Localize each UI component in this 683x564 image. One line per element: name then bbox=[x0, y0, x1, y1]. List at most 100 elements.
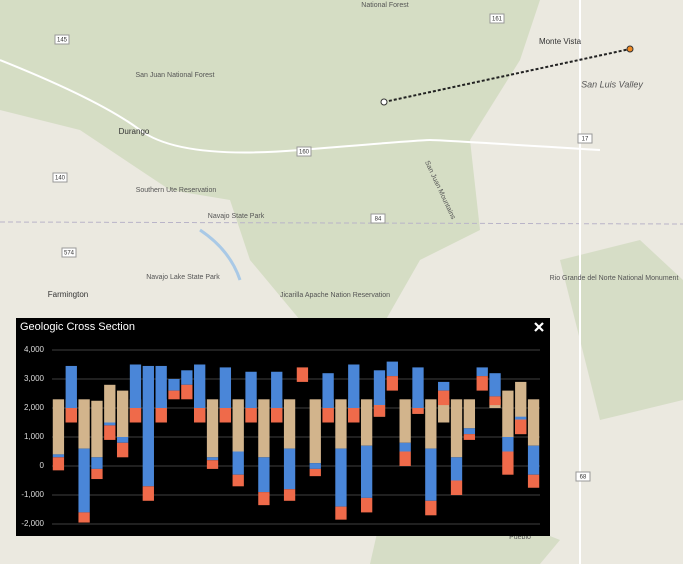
profile-line bbox=[383, 48, 631, 103]
y-tick-label: -1,000 bbox=[21, 490, 44, 499]
bar-segment bbox=[425, 399, 437, 449]
bar-segment bbox=[258, 457, 270, 493]
bar-segment bbox=[438, 381, 450, 391]
bar-segment bbox=[219, 408, 232, 423]
map-label: Farmington bbox=[48, 290, 88, 299]
bar-segment bbox=[527, 445, 540, 475]
bar-segment bbox=[335, 506, 347, 520]
bar-segment bbox=[206, 399, 219, 458]
bar-segment bbox=[116, 437, 129, 443]
bar-segment bbox=[65, 365, 77, 408]
bar-segment bbox=[168, 379, 180, 391]
map-label: Navajo Lake State Park bbox=[146, 274, 220, 281]
shield bbox=[370, 213, 386, 224]
bar-segment bbox=[373, 405, 386, 417]
bar-segment bbox=[65, 408, 77, 423]
shields: 145 160 161 140 574 84 17 68 bbox=[52, 13, 593, 482]
shield bbox=[577, 133, 593, 144]
bar-segment bbox=[412, 367, 424, 408]
bar-segment bbox=[232, 474, 244, 487]
bar-segment bbox=[527, 399, 540, 446]
chart-panel: Geologic Cross Section 4,000 3,000 2,000 1,… bbox=[16, 318, 550, 536]
bar-segment bbox=[515, 416, 527, 420]
bar-segment bbox=[399, 442, 411, 452]
bar-segment bbox=[194, 364, 206, 408]
bar-segment bbox=[348, 408, 360, 423]
close-button[interactable] bbox=[534, 322, 544, 332]
bar-segment bbox=[181, 384, 193, 400]
bar-segment bbox=[373, 370, 386, 406]
map-label: San Juan National Forest bbox=[136, 72, 215, 79]
bar-segment bbox=[322, 408, 334, 423]
bar-segment bbox=[527, 474, 540, 488]
bar-segment bbox=[52, 399, 65, 455]
bar-segment bbox=[283, 489, 296, 501]
bar-segment bbox=[129, 408, 142, 423]
shield-label: 17 bbox=[582, 137, 589, 143]
map-label: San Luis Valley bbox=[581, 79, 643, 89]
bar-segment bbox=[412, 408, 424, 414]
state-line bbox=[0, 221, 683, 225]
close-icon bbox=[534, 322, 544, 332]
map-label: Jicarilla Apache Nation Reservation bbox=[280, 292, 390, 299]
bar-segment bbox=[335, 399, 347, 449]
bar-segment bbox=[502, 451, 514, 475]
profile-end[interactable] bbox=[626, 45, 634, 53]
bar-segment bbox=[91, 468, 103, 480]
bar-segment bbox=[438, 390, 450, 406]
bar-segment bbox=[168, 390, 180, 400]
bar-segment bbox=[360, 497, 373, 513]
bar-segment bbox=[78, 512, 90, 523]
bar-segment bbox=[450, 480, 463, 495]
map-label: Pueblo bbox=[509, 534, 531, 541]
bar-segment bbox=[502, 437, 514, 452]
bar-segment bbox=[245, 408, 257, 423]
forest bbox=[0, 0, 540, 330]
shield bbox=[575, 471, 591, 482]
bar-segment bbox=[232, 451, 244, 475]
bar-segment bbox=[386, 361, 398, 377]
bar-segment bbox=[91, 457, 103, 469]
bar-segment bbox=[129, 364, 142, 408]
bar-segment bbox=[206, 457, 219, 461]
bar-segment bbox=[360, 445, 373, 498]
y-tick-label: 1,000 bbox=[24, 432, 45, 441]
bar-segment bbox=[104, 384, 116, 423]
bar-segment bbox=[296, 367, 309, 382]
bar-segment bbox=[104, 422, 116, 426]
bar-segment bbox=[52, 457, 65, 471]
map-label: Navajo State Park bbox=[208, 213, 265, 220]
bar-segment bbox=[450, 457, 463, 481]
bar-segment bbox=[104, 425, 116, 440]
bar-segment bbox=[181, 370, 193, 385]
shield-label: 68 bbox=[580, 475, 587, 481]
bar-segment bbox=[450, 399, 463, 458]
bar-segment bbox=[52, 454, 65, 458]
shield bbox=[52, 172, 68, 183]
shield bbox=[489, 13, 505, 24]
bar-segment bbox=[399, 399, 411, 443]
shield-label: 84 bbox=[375, 217, 382, 223]
y-tick-label: -2,000 bbox=[21, 519, 44, 528]
bar-segment bbox=[155, 365, 167, 408]
bar-segment bbox=[502, 390, 514, 437]
bar-segment bbox=[155, 408, 167, 423]
shield-label: 574 bbox=[64, 251, 75, 257]
map-label: Rio Grande del Norte National Monument bbox=[550, 275, 679, 282]
shield-label: 145 bbox=[57, 38, 68, 44]
bar-segment bbox=[515, 419, 527, 435]
bar-segment bbox=[258, 399, 270, 458]
shield bbox=[296, 146, 312, 157]
bar-segment bbox=[206, 460, 219, 469]
bar-segment bbox=[476, 367, 488, 377]
shield-label: 160 bbox=[299, 150, 310, 156]
profile-start[interactable] bbox=[380, 98, 388, 106]
chart-title: Geologic Cross Section bbox=[20, 321, 135, 333]
y-tick-label: 0 bbox=[40, 461, 45, 470]
bar-segment bbox=[489, 396, 501, 406]
bar-segment bbox=[489, 373, 501, 397]
bar-segment bbox=[245, 371, 257, 408]
map-label: Durango bbox=[119, 127, 150, 136]
bar-segment bbox=[399, 451, 411, 466]
bar-segment bbox=[463, 428, 476, 435]
